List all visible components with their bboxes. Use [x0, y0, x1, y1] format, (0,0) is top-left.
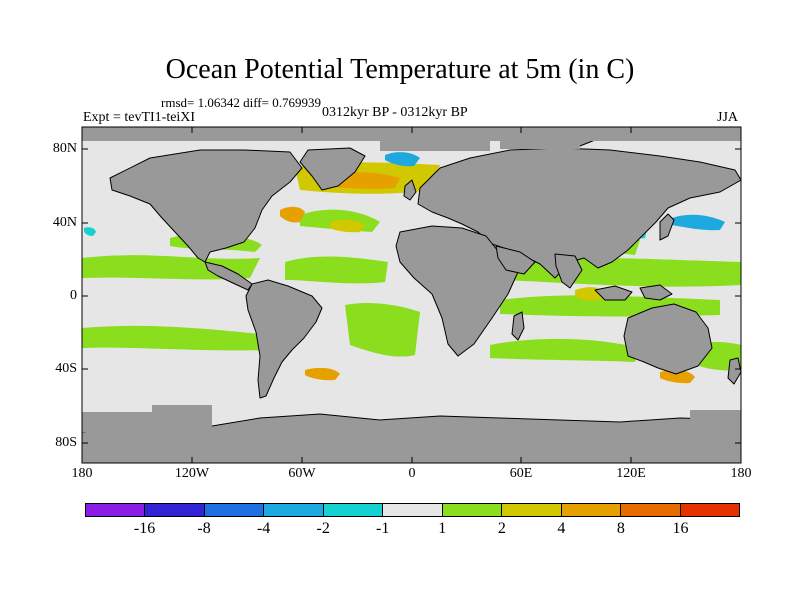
colorbar-label: -2 [316, 520, 330, 537]
colorbar-swatch [561, 504, 622, 516]
colorbar-swatch [86, 504, 146, 516]
anomaly-cool-regions [84, 152, 725, 239]
colorbar-swatch [442, 504, 503, 516]
axis-ticks [82, 127, 741, 463]
experiment-label: Expt = tevTI1-teiXI [83, 110, 196, 125]
colorbar-label: 16 [672, 520, 689, 537]
land [82, 134, 741, 463]
colorbar-label: 1 [438, 520, 447, 537]
x-tick-0: 0 [408, 466, 416, 481]
y-tick-40n: 40N [52, 215, 77, 230]
stats-text: rmsd= 1.06342 diff= 0.769939 [161, 95, 321, 110]
period-label: 0312kyr BP - 0312kyr BP [322, 105, 468, 120]
colorbar-label: -16 [133, 520, 156, 537]
sea-ice [82, 127, 741, 432]
y-tick-40s: 40S [55, 361, 77, 376]
colorbar-label: 4 [557, 520, 566, 537]
colorbar [85, 503, 740, 517]
colorbar-swatch [621, 504, 681, 516]
season-label: JJA [717, 110, 739, 125]
colorbar-swatch [383, 504, 443, 516]
y-tick-0: 0 [70, 288, 77, 303]
colorbar-swatch [204, 504, 265, 516]
x-tick-180-left: 180 [71, 466, 93, 481]
colorbar-label: 2 [497, 520, 506, 537]
x-tick-120e: 120E [616, 466, 646, 481]
colorbar-swatch [680, 504, 739, 516]
colorbar-label: -1 [376, 520, 390, 537]
colorbar-swatch [264, 504, 324, 516]
colorbar-swatch [323, 504, 384, 516]
colorbar-label: -8 [197, 520, 211, 537]
colorbar-label: 8 [616, 520, 625, 537]
y-tick-80s: 80S [55, 435, 77, 450]
map-title: Ocean Potential Temperature at 5m (in C) [165, 54, 635, 85]
colorbar-swatch [502, 504, 562, 516]
colorbar-swatch [145, 504, 205, 516]
x-tick-60w: 60W [288, 466, 316, 481]
x-tick-120w: 120W [174, 466, 210, 481]
colorbar-label: -4 [256, 520, 271, 537]
x-tick-60e: 60E [509, 466, 533, 481]
x-tick-180-right: 180 [730, 466, 752, 481]
y-tick-80n: 80N [52, 141, 77, 156]
